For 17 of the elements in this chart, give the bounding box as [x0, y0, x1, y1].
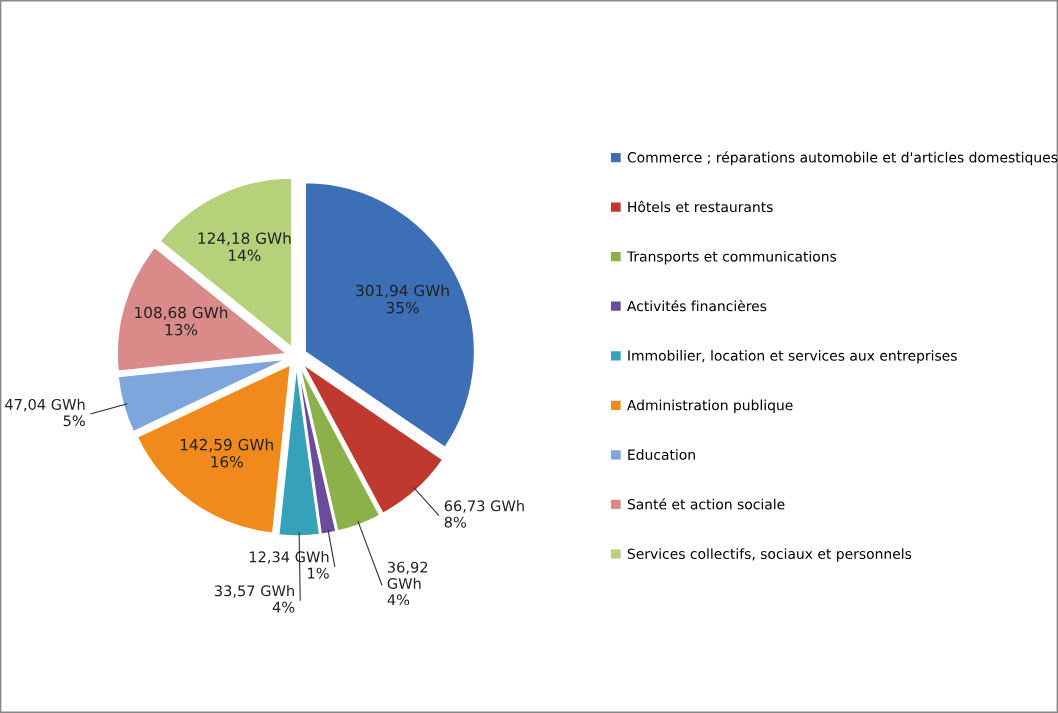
- legend-label: Services collectifs, sociaux et personnels: [627, 548, 912, 562]
- data-label: 108,68 GWh 13%: [135, 306, 228, 336]
- data-label: 124,18 GWh 14%: [198, 232, 291, 262]
- legend-label: Commerce ; réparations automobile et d'articles domestiques: [627, 151, 1058, 166]
- data-label: 142,59 GWh 16%: [180, 438, 273, 468]
- legend-label: Hôtels et restaurants: [628, 200, 773, 213]
- legend-label: Education: [628, 449, 695, 460]
- data-label: 33,57 GWh 4%: [214, 585, 295, 613]
- legend-label: Administration publique: [627, 399, 793, 414]
- data-label: 66,73 GWh 8%: [444, 500, 524, 528]
- legend-label: Activités financières: [627, 299, 767, 312]
- legend-label: Santé et action sociale: [627, 498, 785, 510]
- legend-label: Transports et communications: [626, 250, 837, 265]
- data-label: 47,04 GWh 5%: [5, 398, 85, 427]
- data-label: 301,94 GWh 35%: [356, 284, 449, 314]
- legend-label: Immobilier, location et services aux entreprises: [628, 350, 957, 364]
- data-label: 36,92 GWh 4%: [387, 561, 428, 606]
